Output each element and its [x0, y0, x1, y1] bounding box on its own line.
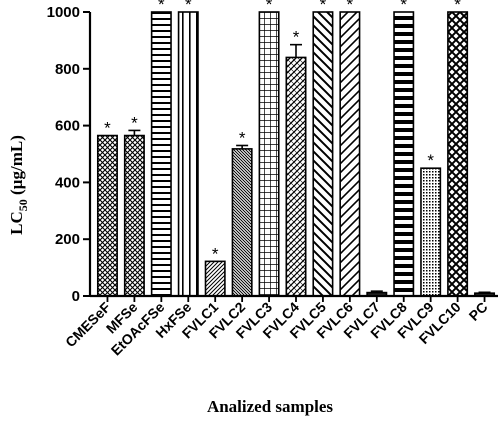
bar-fvlc1 [204, 260, 226, 297]
bar-cmesef [96, 134, 118, 297]
y-tick-label: 800 [55, 61, 80, 78]
bar-mfse [123, 134, 145, 297]
significance-star: * [158, 0, 165, 14]
significance-star: * [239, 128, 246, 147]
y-tick-label: 0 [72, 288, 80, 305]
y-tick-label: 400 [55, 174, 80, 191]
significance-star: * [347, 0, 354, 14]
significance-star: * [427, 151, 434, 170]
bar-fvlc2 [231, 148, 253, 297]
y-tick-label: 200 [55, 231, 80, 248]
y-axis-label: LC50 (µg/mL) [7, 135, 30, 235]
bar-fvlc8 [393, 11, 415, 297]
y-tick-label: 600 [55, 118, 80, 135]
significance-star: * [454, 0, 461, 14]
bar-hxfse [177, 11, 199, 297]
bar-fvlc10 [447, 11, 469, 297]
significance-star: * [185, 0, 192, 14]
significance-star: * [320, 0, 327, 14]
bar-fvlc6 [339, 11, 361, 297]
significance-star: * [400, 0, 407, 14]
y-axis-label-unit: (µg/mL) [7, 135, 26, 199]
significance-star: * [293, 28, 300, 47]
significance-star: * [131, 113, 138, 132]
y-axis: 0 200 400 600 800 1000 [47, 4, 92, 305]
bar-fvlc3 [258, 11, 280, 297]
bar-fvlc9 [420, 167, 442, 297]
significance-star: * [266, 0, 273, 14]
significance-star: * [104, 119, 111, 138]
y-axis-label-sub: 50 [16, 199, 30, 211]
y-axis-label-main: LC [7, 211, 26, 235]
bar-fvlc4 [285, 56, 307, 297]
bar-etoacfse [150, 11, 172, 297]
x-axis-label: Analized samples [207, 397, 333, 416]
x-tick-label: PC [466, 299, 491, 324]
y-tick-label: 1000 [47, 4, 80, 21]
x-axis: CMESeFMFSeEtOAcFSeHxFSeFVLC1FVLC2FVLC3FV… [62, 294, 498, 359]
bars: * * * * * * * * * * * * * [96, 0, 496, 297]
significance-star: * [212, 244, 219, 263]
bar-fvlc5 [312, 11, 334, 297]
